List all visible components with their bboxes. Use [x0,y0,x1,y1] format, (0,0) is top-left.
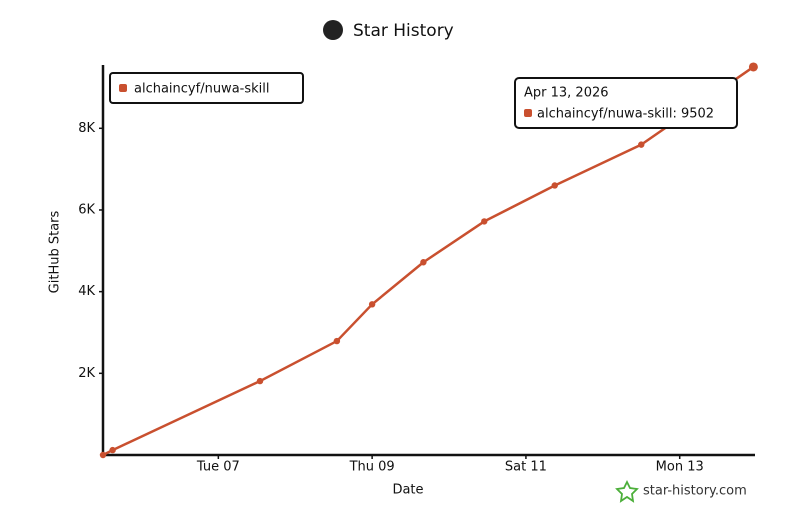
watermark-logo [615,479,639,503]
series-line [102,65,755,457]
tooltip-date: Apr 13, 2026 [524,86,609,101]
data-point [748,62,758,72]
legend-swatch [119,84,127,92]
y-axis-label: GitHub Stars [48,210,63,293]
data-point [481,218,488,225]
y-tick-label: 2K [78,366,95,381]
data-point [256,377,264,385]
watermark: star-history.com [643,484,747,499]
x-tick-label: Mon 13 [656,460,704,475]
x-tick-label: Sat 11 [505,460,547,475]
data-point [99,451,107,459]
y-tick-label: 8K [78,121,95,136]
data-point [333,337,341,345]
chart-title: Star History [353,21,454,41]
y-tick-label: 6K [78,202,95,217]
legend-label: alchaincyf/nuwa-skill [134,82,269,97]
data-point [638,141,645,148]
data-point [109,446,116,454]
y-tick-label: 4K [78,284,95,299]
legend-box [109,72,304,104]
title-avatar [323,20,343,40]
data-point [420,259,427,266]
x-tick-label: Thu 09 [349,460,395,475]
tooltip-label: alchaincyf/nuwa-skill: 9502 [537,107,714,122]
data-point [368,301,376,308]
tooltip-box [514,77,738,129]
tooltip-swatch [524,109,532,117]
x-tick-label: Tue 07 [196,460,240,475]
x-axis-label: Date [392,483,423,498]
data-point [551,182,558,189]
